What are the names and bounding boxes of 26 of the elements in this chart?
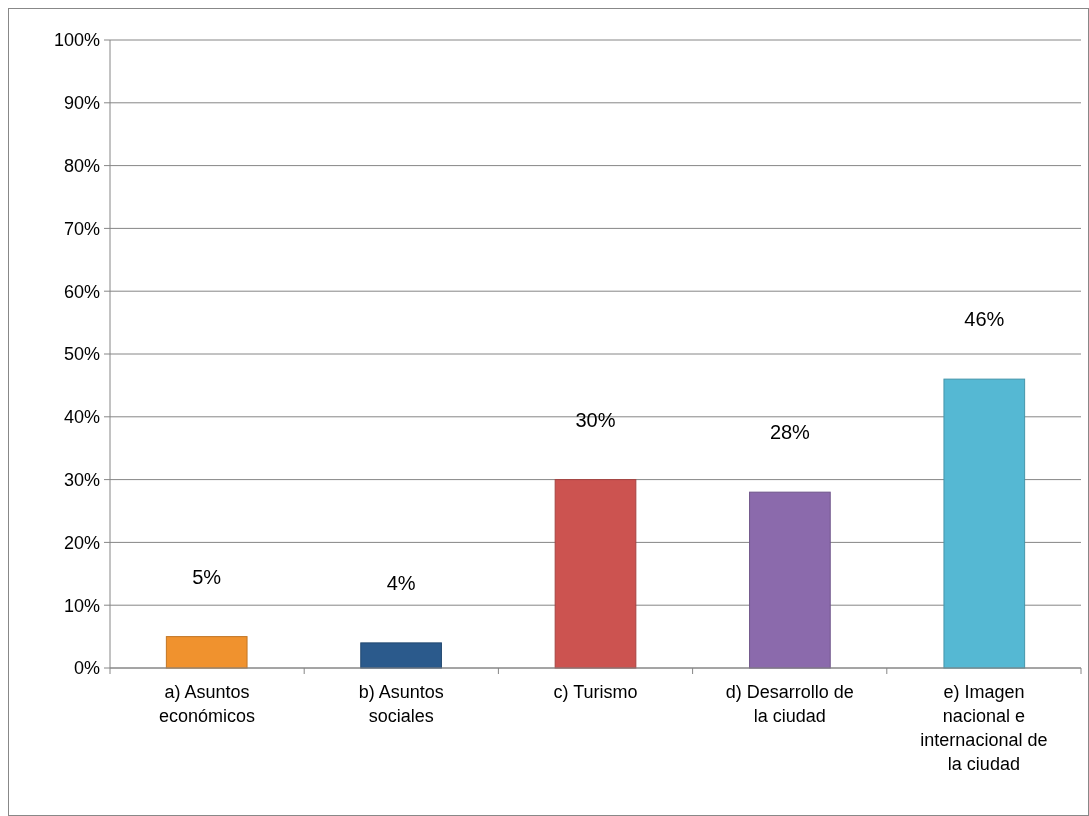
y-tick-label: 70% (63, 218, 100, 239)
y-tick-label: 0% (73, 658, 100, 679)
x-tick-label: c) Turismo (553, 682, 638, 702)
x-tick-label: d) Desarrollo de la ciudad (725, 682, 854, 726)
y-tick-label: 40% (63, 407, 100, 428)
y-tick-label: 20% (63, 532, 100, 553)
y-tick-label: 90% (63, 93, 100, 114)
x-tick-label: e) Imagen nacional e internacional de la ciudad (920, 682, 1048, 774)
x-tick-label: b) Asuntos sociales (358, 682, 444, 726)
x-tick-label: a) Asuntos económicos (159, 682, 256, 726)
y-tick-label: 80% (63, 155, 100, 176)
y-tick-label: 60% (63, 281, 100, 302)
bar (360, 642, 442, 669)
data-label: 28% (769, 421, 811, 444)
bar (165, 636, 248, 669)
data-label: 4% (386, 571, 416, 594)
bar (554, 479, 637, 669)
y-tick-label: 30% (63, 469, 100, 490)
data-label: 5% (192, 565, 222, 588)
bar (943, 378, 1026, 669)
y-tick-label: 10% (63, 595, 100, 616)
y-tick-label: 100% (53, 30, 100, 51)
bar (749, 491, 831, 669)
data-label: 46% (964, 308, 1005, 331)
y-tick-label: 50% (63, 344, 100, 365)
data-label: 30% (575, 408, 616, 431)
